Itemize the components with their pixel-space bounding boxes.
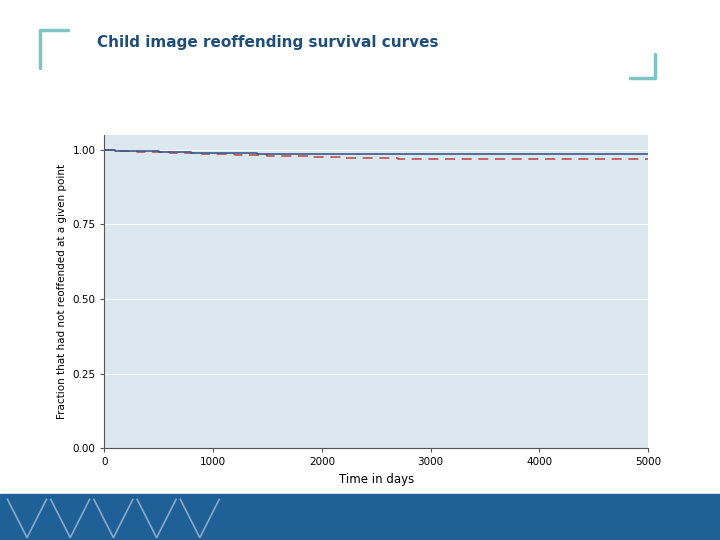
Text: Child image reoffending survival curves: Child image reoffending survival curves xyxy=(97,35,438,50)
X-axis label: Time in days: Time in days xyxy=(338,473,414,486)
Y-axis label: Fraction that had not reoffended at a given point: Fraction that had not reoffended at a gi… xyxy=(57,164,67,419)
